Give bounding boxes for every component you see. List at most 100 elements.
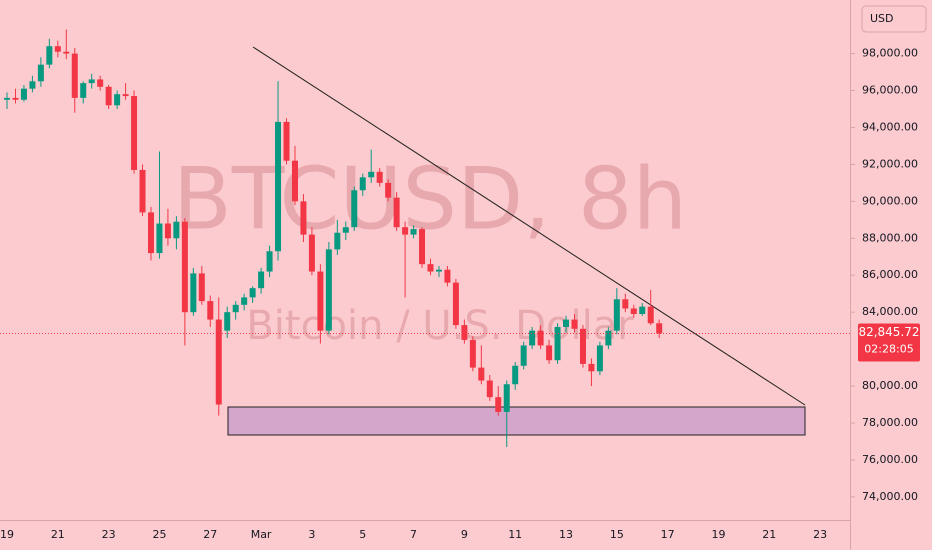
support-zone	[227, 406, 806, 436]
x-tick-label: 27	[203, 528, 217, 541]
candle-body	[419, 229, 426, 265]
candle-body	[4, 97, 10, 100]
candle-body	[181, 221, 188, 313]
candle-body	[368, 171, 375, 178]
candle-body	[410, 229, 417, 235]
candle-body	[105, 86, 112, 106]
candle-body	[469, 339, 476, 368]
countdown-label: 02:28:05	[864, 343, 913, 356]
currency-button[interactable]	[861, 5, 927, 33]
y-tick-label: 88,000.00	[862, 231, 918, 244]
candle-body	[114, 94, 121, 106]
candle-body	[71, 53, 78, 98]
candle-body	[444, 269, 451, 283]
x-tick-label: 19	[711, 528, 725, 541]
candle-body	[300, 201, 307, 235]
y-tick-label: 76,000.00	[862, 453, 918, 466]
candle-body	[639, 306, 646, 315]
candle-body	[596, 345, 603, 372]
candle-body	[351, 190, 358, 228]
x-tick-label: 23	[102, 528, 116, 541]
candle-body	[232, 304, 239, 313]
candle-body	[54, 46, 61, 52]
candle-body	[342, 227, 349, 233]
candles	[4, 29, 663, 448]
candle-body	[452, 282, 459, 326]
candle-body	[29, 81, 36, 89]
candle-body	[88, 79, 95, 84]
candle-body	[308, 234, 315, 272]
candle-body	[546, 345, 553, 361]
candle-body	[605, 330, 612, 346]
candle-body	[393, 197, 400, 228]
candle-body	[207, 301, 214, 320]
trendline	[252, 46, 806, 406]
x-tick-label: 13	[559, 528, 573, 541]
candle-body	[495, 397, 502, 412]
x-tick-label: 19	[0, 528, 14, 541]
candle-body	[224, 312, 231, 331]
candle-body	[173, 221, 180, 239]
candle-body	[385, 182, 392, 198]
candle-body	[12, 97, 19, 100]
y-tick-label: 98,000.00	[862, 47, 918, 60]
candle-body	[37, 64, 44, 82]
x-tick-label: 5	[359, 528, 366, 541]
y-tick-label: 90,000.00	[862, 194, 918, 207]
candle-body	[215, 319, 222, 405]
currency-label[interactable]: USD	[870, 12, 894, 25]
y-tick-label: 78,000.00	[862, 416, 918, 429]
candle-body	[563, 319, 570, 327]
x-tick-label: 23	[813, 528, 827, 541]
y-tick-label: 80,000.00	[862, 379, 918, 392]
last-price-tag	[858, 323, 920, 362]
candle-body	[317, 271, 324, 331]
candle-body	[46, 46, 53, 65]
x-tick-label: 15	[610, 528, 624, 541]
candle-body	[164, 223, 171, 239]
candle-body	[283, 121, 290, 161]
candle-body	[122, 94, 129, 97]
x-tick-label: 17	[661, 528, 675, 541]
y-tick-label: 96,000.00	[862, 84, 918, 97]
candle-body	[647, 306, 654, 324]
candle-body	[97, 79, 104, 87]
candle-body	[427, 264, 434, 272]
candle-body	[588, 363, 595, 372]
candle-body	[630, 308, 637, 315]
x-tick-label: 3	[308, 528, 315, 541]
candle-body	[131, 96, 138, 170]
candle-body	[156, 223, 163, 254]
candle-body	[266, 251, 273, 272]
x-tick-label: 11	[508, 528, 522, 541]
candle-body	[139, 169, 146, 213]
candle-body	[478, 367, 485, 381]
candle-body	[656, 323, 663, 334]
candle-body	[249, 288, 256, 298]
candle-body	[20, 88, 27, 100]
y-tick-label: 74,000.00	[862, 490, 918, 503]
candle-body	[520, 345, 527, 366]
candle-body	[512, 365, 519, 385]
x-tick-label: 9	[461, 528, 468, 541]
candle-body	[258, 271, 265, 289]
candle-body	[571, 319, 578, 329]
y-tick-label: 94,000.00	[862, 120, 918, 133]
candle-body	[63, 51, 70, 54]
candle-body	[325, 249, 332, 331]
x-tick-label: Mar	[251, 528, 272, 541]
watermark-subtitle: Bitcoin / U.S. Dollar	[246, 303, 634, 349]
candle-body	[241, 297, 248, 305]
candle-body	[554, 326, 561, 361]
candle-body	[190, 273, 197, 313]
candle-body	[376, 171, 383, 183]
candle-body	[80, 83, 87, 98]
y-tick-label: 84,000.00	[862, 305, 918, 318]
candle-body	[622, 299, 629, 309]
candle-body	[613, 299, 620, 331]
y-tick-label: 86,000.00	[862, 268, 918, 281]
watermark-title: BTCUSD, 8h	[173, 149, 687, 249]
candle-body	[486, 380, 493, 398]
